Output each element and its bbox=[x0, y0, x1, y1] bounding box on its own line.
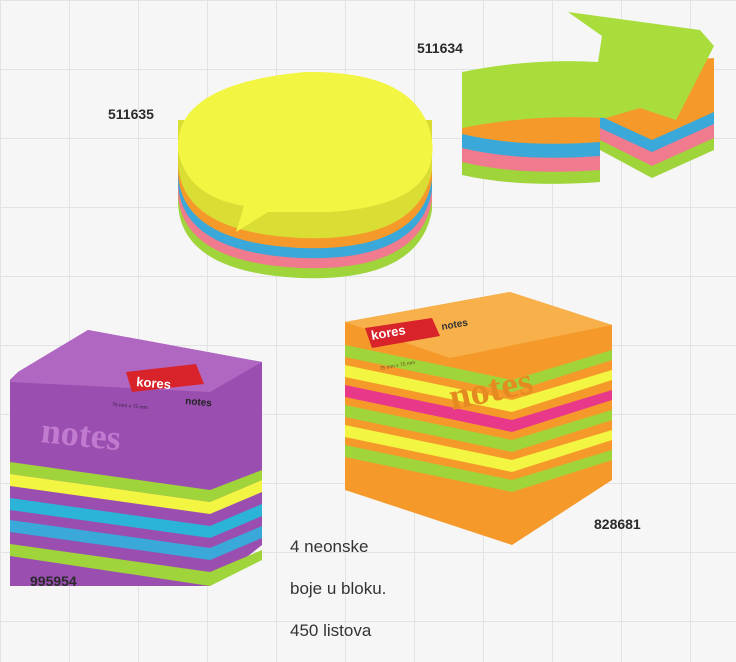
product-scene: kores notes 75 mm x 75 mm notes kores no… bbox=[0, 0, 736, 586]
product-code-511634: 511634 bbox=[417, 40, 463, 56]
caption-line-3: 450 listova bbox=[290, 620, 430, 641]
notes-label: notes bbox=[185, 396, 213, 409]
caption-line-1: 4 neonske bbox=[290, 536, 430, 557]
product-code-511635: 511635 bbox=[108, 106, 154, 122]
product-code-995954: 995954 bbox=[30, 573, 77, 589]
orange-note-cube: kores notes 75 mm x 75 mm notes bbox=[345, 292, 612, 545]
speech-bubble-note-pad bbox=[178, 72, 433, 278]
caption-line-2: boje u bloku. bbox=[290, 578, 430, 599]
arrow-note-pad bbox=[462, 12, 714, 184]
caption-text: 4 neonske boje u bloku. 450 listova bbox=[290, 515, 430, 662]
kores-brand-text: kores bbox=[136, 374, 172, 392]
product-code-828681: 828681 bbox=[594, 516, 641, 532]
purple-note-cube: kores notes 75 mm x 75 mm notes bbox=[10, 330, 262, 586]
notes-watermark: notes bbox=[39, 410, 123, 458]
